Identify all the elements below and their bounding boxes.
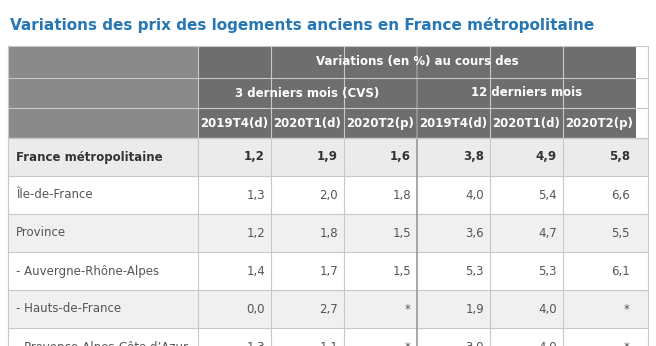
Bar <box>417 78 636 108</box>
Text: 1,3: 1,3 <box>247 189 265 201</box>
Bar <box>8 290 648 328</box>
Text: 2020T1(d): 2020T1(d) <box>493 117 560 129</box>
Bar <box>8 252 648 290</box>
Text: 2020T1(d): 2020T1(d) <box>274 117 341 129</box>
Text: Province: Province <box>16 227 66 239</box>
Text: 1,5: 1,5 <box>392 264 411 277</box>
Text: *: * <box>405 302 411 316</box>
Text: *: * <box>624 340 630 346</box>
Text: 5,3: 5,3 <box>539 264 557 277</box>
Text: 6,6: 6,6 <box>611 189 630 201</box>
Text: 1,8: 1,8 <box>392 189 411 201</box>
Text: France métropolitaine: France métropolitaine <box>16 151 163 164</box>
Text: 1,7: 1,7 <box>319 264 338 277</box>
Text: 1,2: 1,2 <box>246 227 265 239</box>
Text: 2,0: 2,0 <box>319 189 338 201</box>
Bar <box>344 108 417 138</box>
Text: 3 derniers mois (CVS): 3 derniers mois (CVS) <box>236 86 380 100</box>
Text: 0,0: 0,0 <box>247 302 265 316</box>
Text: 5,5: 5,5 <box>611 227 630 239</box>
Text: 2,7: 2,7 <box>319 302 338 316</box>
Text: 2019T4(d): 2019T4(d) <box>419 117 487 129</box>
Text: 1,1: 1,1 <box>319 340 338 346</box>
Bar <box>490 108 563 138</box>
Text: 1,2: 1,2 <box>244 151 265 164</box>
Text: 4,0: 4,0 <box>465 189 484 201</box>
Text: 2020T2(p): 2020T2(p) <box>346 117 415 129</box>
Text: 4,7: 4,7 <box>539 227 557 239</box>
Bar <box>8 328 648 346</box>
Text: 12 derniers mois: 12 derniers mois <box>471 86 582 100</box>
Bar <box>8 78 198 108</box>
Text: 1,8: 1,8 <box>319 227 338 239</box>
Bar <box>271 108 344 138</box>
Text: Île-de-France: Île-de-France <box>16 189 92 201</box>
Text: 4,9: 4,9 <box>536 151 557 164</box>
Bar <box>417 108 490 138</box>
Text: *: * <box>624 302 630 316</box>
Text: - Provence-Alpes-Côte d’Azur: - Provence-Alpes-Côte d’Azur <box>16 340 188 346</box>
Text: 3,8: 3,8 <box>463 151 484 164</box>
Text: - Hauts-de-France: - Hauts-de-France <box>16 302 121 316</box>
Bar <box>198 78 417 108</box>
Text: 2019T4(d): 2019T4(d) <box>201 117 268 129</box>
Text: 2020T2(p): 2020T2(p) <box>565 117 634 129</box>
Text: 3,0: 3,0 <box>466 340 484 346</box>
Text: 1,4: 1,4 <box>246 264 265 277</box>
Text: 1,9: 1,9 <box>317 151 338 164</box>
Text: - Auvergne-Rhône-Alpes: - Auvergne-Rhône-Alpes <box>16 264 159 277</box>
Text: *: * <box>405 340 411 346</box>
Text: 4,0: 4,0 <box>539 302 557 316</box>
Bar <box>8 108 198 138</box>
Text: 5,3: 5,3 <box>466 264 484 277</box>
Text: 5,4: 5,4 <box>539 189 557 201</box>
Text: Variations des prix des logements anciens en France métropolitaine: Variations des prix des logements ancien… <box>10 17 594 33</box>
Text: Variations (en %) au cours des: Variations (en %) au cours des <box>316 55 518 69</box>
Text: 5,8: 5,8 <box>609 151 630 164</box>
Text: 1,9: 1,9 <box>465 302 484 316</box>
Bar <box>563 108 636 138</box>
Text: 1,5: 1,5 <box>392 227 411 239</box>
Bar <box>8 138 648 176</box>
Text: 1,3: 1,3 <box>247 340 265 346</box>
Bar <box>8 214 648 252</box>
Bar <box>198 46 636 78</box>
Bar <box>8 176 648 214</box>
Text: 6,1: 6,1 <box>611 264 630 277</box>
Bar <box>8 46 198 78</box>
Text: 3,6: 3,6 <box>465 227 484 239</box>
Bar <box>198 108 271 138</box>
Text: 4,0: 4,0 <box>539 340 557 346</box>
Text: 1,6: 1,6 <box>390 151 411 164</box>
